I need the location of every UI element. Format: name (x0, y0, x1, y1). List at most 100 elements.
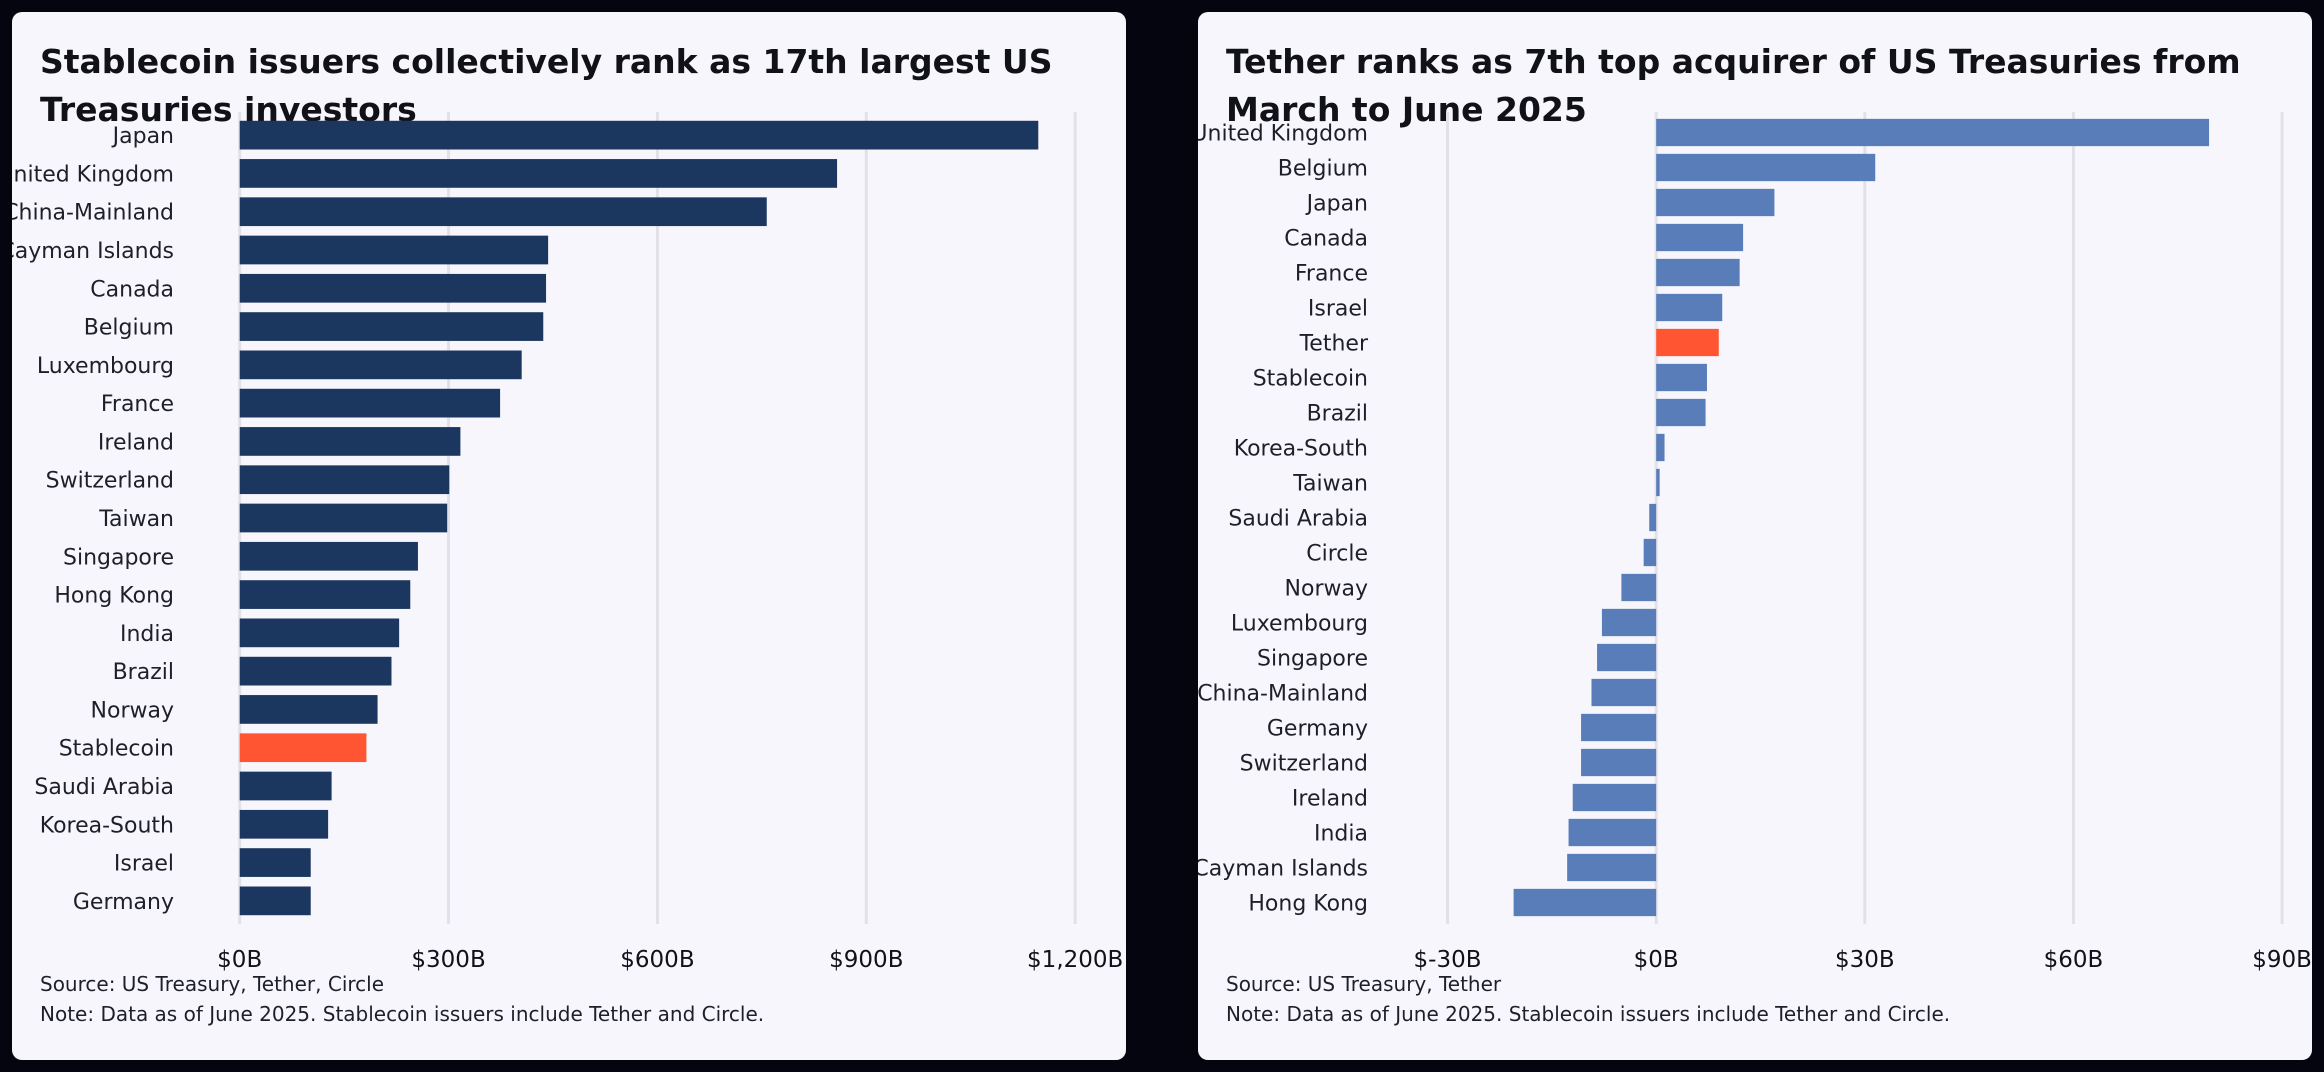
category-label: Singapore (1257, 647, 1368, 672)
bar-cayman-islands (1567, 853, 1657, 882)
category-label: India (1314, 822, 1368, 847)
x-tick-label: $0B (1634, 947, 1679, 973)
category-label: Switzerland (1240, 752, 1368, 777)
category-label: Stablecoin (1253, 367, 1368, 392)
bar-korea-south (1656, 433, 1665, 462)
bar-israel (1656, 293, 1723, 322)
x-tick-label: $1,200B (1027, 947, 1123, 973)
chart-note: Note: Data as of June 2025. Stablecoin i… (40, 1002, 765, 1026)
category-label: China-Mainland (12, 201, 174, 226)
bar-ireland (1572, 783, 1657, 812)
chart-source: Source: US Treasury, Tether (1226, 972, 1502, 996)
category-label: Canada (90, 277, 174, 302)
bar-hong-kong (1513, 888, 1657, 917)
category-label: Stablecoin (59, 737, 174, 762)
category-label: Brazil (113, 660, 174, 685)
category-label: Saudi Arabia (34, 775, 174, 800)
bar-germany (239, 886, 311, 916)
bar-singapore (239, 541, 418, 571)
x-tick-label: $900B (829, 947, 903, 973)
bar-belgium (1656, 153, 1876, 182)
category-label: China-Mainland (1198, 682, 1368, 707)
bar-japan (239, 120, 1039, 150)
bar-taiwan (1656, 468, 1660, 497)
bar-saudi-arabia (239, 771, 332, 801)
category-label: Germany (1267, 717, 1368, 742)
bar-germany (1581, 713, 1657, 742)
category-label: Brazil (1307, 402, 1368, 427)
bar-stablecoin (1656, 363, 1707, 392)
chart-panel-left: Stablecoin issuers collectively rank as … (12, 12, 1126, 1060)
category-label: Tether (1299, 332, 1369, 357)
bar-singapore (1597, 643, 1657, 672)
category-label: Cayman Islands (12, 239, 174, 264)
category-label: Taiwan (98, 507, 174, 532)
bar-circle (1643, 538, 1657, 567)
chart-title: Tether ranks as 7th top acquirer of US T… (1226, 42, 2241, 129)
category-label: Japan (1305, 192, 1368, 217)
category-label: Luxembourg (1231, 612, 1368, 637)
bar-brazil (1656, 398, 1706, 427)
bar-belgium (239, 312, 544, 341)
category-label: Israel (1308, 297, 1368, 322)
bar-china-mainland (239, 197, 767, 227)
bar-israel (239, 848, 311, 877)
bar-china-mainland (1591, 678, 1657, 707)
category-label: Hong Kong (1248, 892, 1368, 917)
category-label: Canada (1284, 227, 1368, 252)
bar-canada (239, 273, 547, 303)
category-label: Ireland (1292, 787, 1368, 812)
category-label: Germany (73, 890, 174, 915)
bar-cayman-islands (239, 235, 549, 265)
category-label: Cayman Islands (1198, 857, 1368, 882)
bar-france (239, 388, 501, 418)
category-label: France (101, 392, 174, 417)
category-label: Israel (114, 852, 174, 877)
bar-india (239, 618, 400, 648)
category-label: Switzerland (46, 469, 174, 494)
bar-korea-south (239, 809, 329, 839)
x-tick-label: $300B (411, 947, 485, 973)
bar-tether (1656, 328, 1719, 357)
bar-chart-acquisitions: $-30B $0B $30B $60B $90B United Kingdom Belgiu… (1198, 112, 2312, 973)
chart-note: Note: Data as of June 2025. Stablecoin i… (1226, 1002, 1951, 1026)
bar-brazil (239, 656, 392, 686)
bar-japan (1656, 188, 1775, 217)
bar-saudi-arabia (1649, 503, 1657, 532)
category-label: Ireland (98, 430, 174, 455)
category-label: United Kingdom (12, 162, 174, 187)
bar-taiwan (239, 503, 448, 533)
category-label: Singapore (63, 545, 174, 570)
category-label: Belgium (84, 316, 174, 341)
bar-united-kingdom (1656, 118, 2210, 147)
category-label: Norway (91, 698, 174, 723)
category-label: Hong Kong (54, 584, 174, 609)
bar-switzerland (1581, 748, 1657, 777)
bar-norway (239, 695, 378, 724)
bar-norway (1621, 573, 1657, 602)
bar-switzerland (239, 465, 450, 495)
category-label: Luxembourg (37, 354, 174, 379)
bar-france (1656, 258, 1740, 287)
x-tick-label: $600B (620, 947, 694, 973)
category-label: Circle (1306, 542, 1368, 567)
category-label: Korea-South (1234, 437, 1368, 462)
category-label: France (1295, 262, 1368, 287)
category-label: Norway (1285, 577, 1368, 602)
bar-ireland (239, 427, 461, 456)
x-tick-label: $0B (217, 947, 262, 973)
category-label: Korea-South (40, 813, 174, 838)
category-label: Belgium (1278, 157, 1368, 182)
category-label: India (120, 622, 174, 647)
bar-luxembourg (1601, 608, 1657, 637)
gridlines (1446, 112, 2284, 924)
bar-india (1568, 818, 1657, 847)
bar-chart-holdings: $0B $300B $600B $900B $1,200B Japan United Kin… (12, 112, 1123, 973)
category-label: Japan (111, 124, 174, 149)
category-label: Saudi Arabia (1228, 507, 1368, 532)
bar-luxembourg (239, 350, 522, 380)
x-tick-label: $-30B (1414, 947, 1482, 973)
x-tick-label: $30B (1835, 947, 1895, 973)
bar-hong-kong (239, 580, 411, 609)
chart-source: Source: US Treasury, Tether, Circle (40, 972, 385, 996)
